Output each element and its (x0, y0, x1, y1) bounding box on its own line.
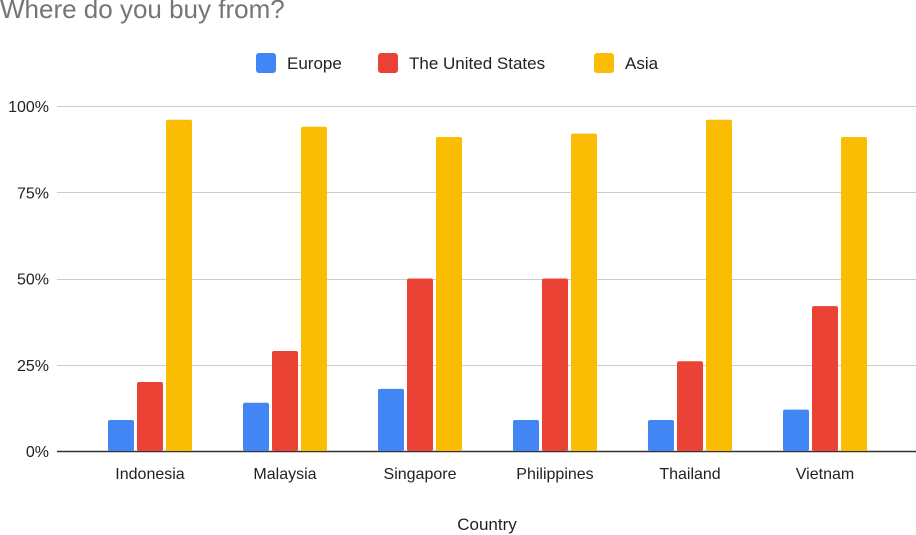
bar-asia-vietnam (841, 137, 867, 452)
legend: Europe The United States Asia (256, 53, 659, 73)
bar-asia-malaysia (301, 126, 327, 451)
x-axis-ticks: Indonesia Malaysia Singapore Philippines Tha… (115, 466, 854, 483)
bar-europe-malaysia (243, 402, 269, 451)
bar-europe-indonesia (108, 419, 134, 451)
bar-the-united-states-vietnam (812, 306, 838, 451)
y-tick-label: 25% (17, 358, 49, 375)
chart-title: Where do you buy from? (0, 0, 285, 24)
legend-swatch (378, 53, 398, 73)
legend-label: Europe (287, 54, 342, 73)
x-axis-title: Country (457, 515, 517, 534)
bar-europe-vietnam (783, 409, 809, 451)
x-tick-label: Singapore (384, 466, 457, 483)
bar-asia-philippines (571, 133, 597, 451)
bar-the-united-states-philippines (542, 278, 568, 451)
bar-europe-singapore (378, 388, 404, 451)
bar-asia-indonesia (166, 119, 192, 452)
gridlines (57, 106, 916, 453)
legend-swatch (256, 53, 276, 73)
x-tick-label: Malaysia (253, 466, 316, 483)
bars (108, 119, 867, 452)
legend-label: Asia (625, 54, 659, 73)
legend-swatch (594, 53, 614, 73)
y-tick-label: 50% (17, 272, 49, 289)
x-tick-label: Vietnam (796, 466, 854, 483)
bar-asia-thailand (706, 119, 732, 452)
bar-europe-philippines (513, 419, 539, 451)
bar-the-united-states-singapore (407, 278, 433, 451)
y-tick-label: 75% (17, 185, 49, 202)
x-tick-label: Thailand (659, 466, 720, 483)
bar-the-united-states-thailand (677, 361, 703, 451)
x-tick-label: Indonesia (115, 466, 184, 483)
y-tick-label: 100% (8, 99, 49, 116)
bar-europe-thailand (648, 419, 674, 451)
y-axis-ticks: 0% 25% 50% 75% 100% (8, 99, 49, 461)
legend-label: The United States (409, 54, 545, 73)
x-tick-label: Philippines (516, 466, 593, 483)
bar-the-united-states-malaysia (272, 350, 298, 451)
bar-asia-singapore (436, 137, 462, 452)
bar-the-united-states-indonesia (137, 382, 163, 451)
y-tick-label: 0% (26, 444, 49, 461)
